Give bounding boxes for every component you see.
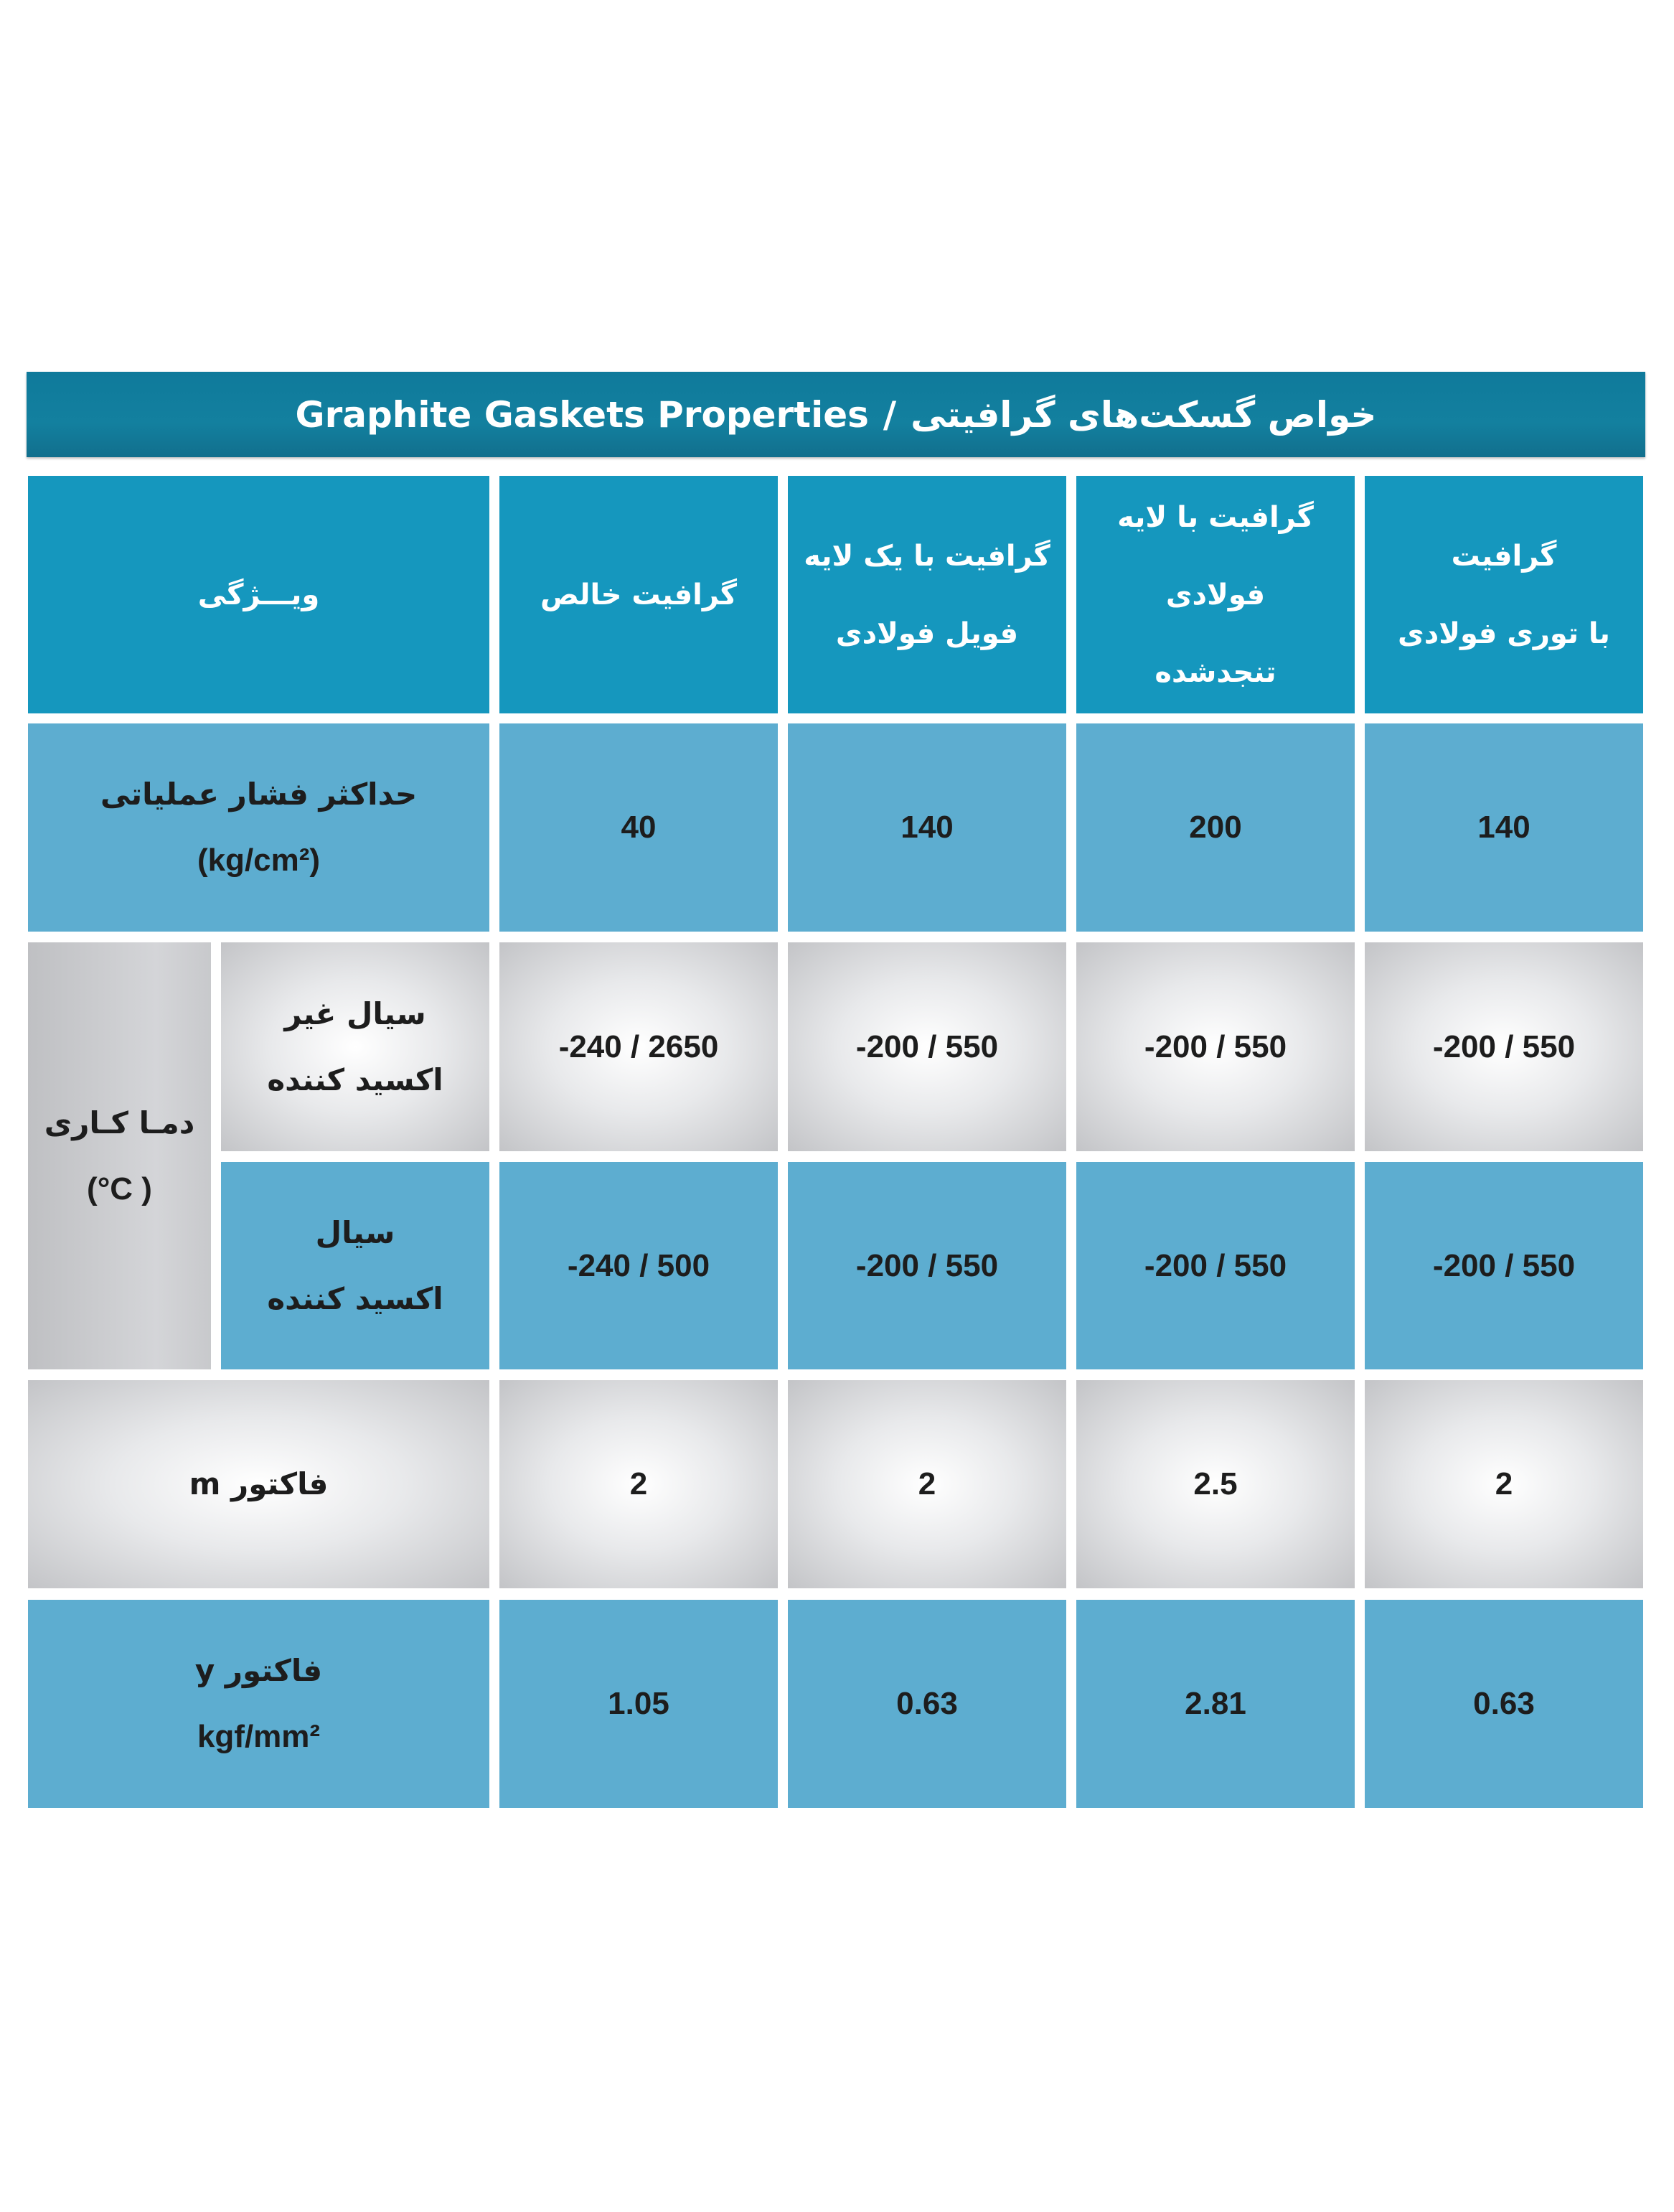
temp-non-oxidizing-value: -200 / 550 [1076,942,1355,1151]
m-factor-value: 2 [499,1380,778,1588]
header-feature: ویـــژگی [28,476,489,713]
header-col-2: گرافیت با یک لایه فویل فولادی [788,476,1066,713]
temperature-label-line-0: دمـا کـاری [44,1105,195,1140]
y-factor-label-line-0: فاکتور y [194,1653,323,1688]
y-factor-label: فاکتور y kgf/mm² [28,1600,489,1808]
temp-oxidizing-value-line-0: -200 / 550 [855,1247,999,1283]
title-en: Graphite Gaskets Properties [295,393,869,436]
header-col-4-line-0: گرافیت [1451,539,1557,573]
temp-non-oxidizing-label-line-1: اکسید کننده [267,1062,443,1097]
pressure-value: 40 [499,723,778,932]
temp-oxidizing-value-line-0: -200 / 550 [1144,1247,1287,1283]
pressure-value-line-0: 140 [1477,810,1530,845]
m-factor-value-line-0: 2 [918,1466,936,1501]
y-factor-value-line-0: 0.63 [1473,1686,1535,1721]
temp-oxidizing-value-line-0: -200 / 550 [1432,1247,1576,1283]
m-factor-value-line-0: 2 [629,1466,648,1501]
header-col-2-line-1: فویل فولادی [835,617,1019,650]
temp-non-oxidizing-value-line-0: -200 / 550 [1432,1028,1576,1064]
title-separator: / [883,393,897,436]
pressure-label-line-0: حداکثر فشار عملیاتی [100,777,418,812]
temp-non-oxidizing-value: -200 / 550 [1365,942,1643,1151]
y-factor-value-line-0: 0.63 [896,1686,958,1721]
y-factor-value: 0.63 [1365,1600,1643,1808]
table-title: Graphite Gaskets Properties / خواص گسکت‌… [27,372,1645,457]
temp-non-oxidizing-label: سیال غیر اکسید کننده [221,942,489,1151]
y-factor-label-line-1: kgf/mm² [197,1719,321,1754]
header-col-3-line-0: گرافیت با لایه فولادی [1117,500,1314,611]
header-col-3-line-1: تنجدشده [1155,655,1276,689]
m-factor-value: 2.5 [1076,1380,1355,1588]
m-factor-label: فاکتور m [28,1380,489,1588]
temp-oxidizing-value: -240 / 500 [499,1162,778,1369]
temp-oxidizing-label-line-0: سیال [315,1214,395,1250]
header-feature-line-0: ویـــژگی [197,578,320,611]
header-col-1-line-0: گرافیت خالص [540,578,738,611]
temp-non-oxidizing-value-line-0: -200 / 550 [855,1028,999,1064]
header-col-3: گرافیت با لایه فولادی تنجدشده [1076,476,1355,713]
header-col-2-line-0: گرافیت با یک لایه [804,539,1050,573]
y-factor-value: 0.63 [788,1600,1066,1808]
m-factor-value: 2 [788,1380,1066,1588]
pressure-value: 140 [788,723,1066,932]
pressure-value: 200 [1076,723,1355,932]
header-col-4: گرافیت با توری فولادی [1365,476,1643,713]
y-factor-value: 2.81 [1076,1600,1355,1808]
temp-oxidizing-value: -200 / 550 [1076,1162,1355,1369]
temp-oxidizing-value: -200 / 550 [1365,1162,1643,1369]
m-factor-value: 2 [1365,1380,1643,1588]
m-factor-label-line-0: فاکتور m [189,1466,329,1501]
temp-oxidizing-value: -200 / 550 [788,1162,1066,1369]
temp-non-oxidizing-label-line-0: سیال غیر [284,995,426,1031]
m-factor-value-line-0: 2.5 [1193,1466,1238,1501]
title-fa: خواص گسکت‌های گرافیتی [911,393,1377,436]
y-factor-value: 1.05 [499,1600,778,1808]
temperature-label: دمـا کـاری (°C ) [28,942,211,1369]
y-factor-value-line-0: 2.81 [1185,1686,1246,1721]
temp-oxidizing-label: سیال اکسید کننده [221,1162,489,1369]
temp-non-oxidizing-value: -240 / 2650 [499,942,778,1151]
temp-non-oxidizing-value: -200 / 550 [788,942,1066,1151]
header-col-4-line-1: با توری فولادی [1398,617,1610,650]
temp-non-oxidizing-value-line-0: -240 / 2650 [558,1028,719,1064]
pressure-value-line-0: 200 [1189,810,1242,845]
pressure-value: 140 [1365,723,1643,932]
header-col-1: گرافیت خالص [499,476,778,713]
m-factor-value-line-0: 2 [1495,1466,1513,1501]
pressure-value-line-0: 140 [901,810,954,845]
temp-oxidizing-label-line-1: اکسید کننده [267,1280,443,1316]
pressure-value-line-0: 40 [621,810,657,845]
temperature-label-line-1: (°C ) [87,1171,152,1206]
temp-oxidizing-value-line-0: -240 / 500 [567,1247,710,1283]
pressure-label: حداکثر فشار عملیاتی (kg/cm²) [28,723,489,932]
temp-non-oxidizing-value-line-0: -200 / 550 [1144,1028,1287,1064]
y-factor-value-line-0: 1.05 [608,1686,669,1721]
pressure-label-line-1: (kg/cm²) [197,843,321,878]
